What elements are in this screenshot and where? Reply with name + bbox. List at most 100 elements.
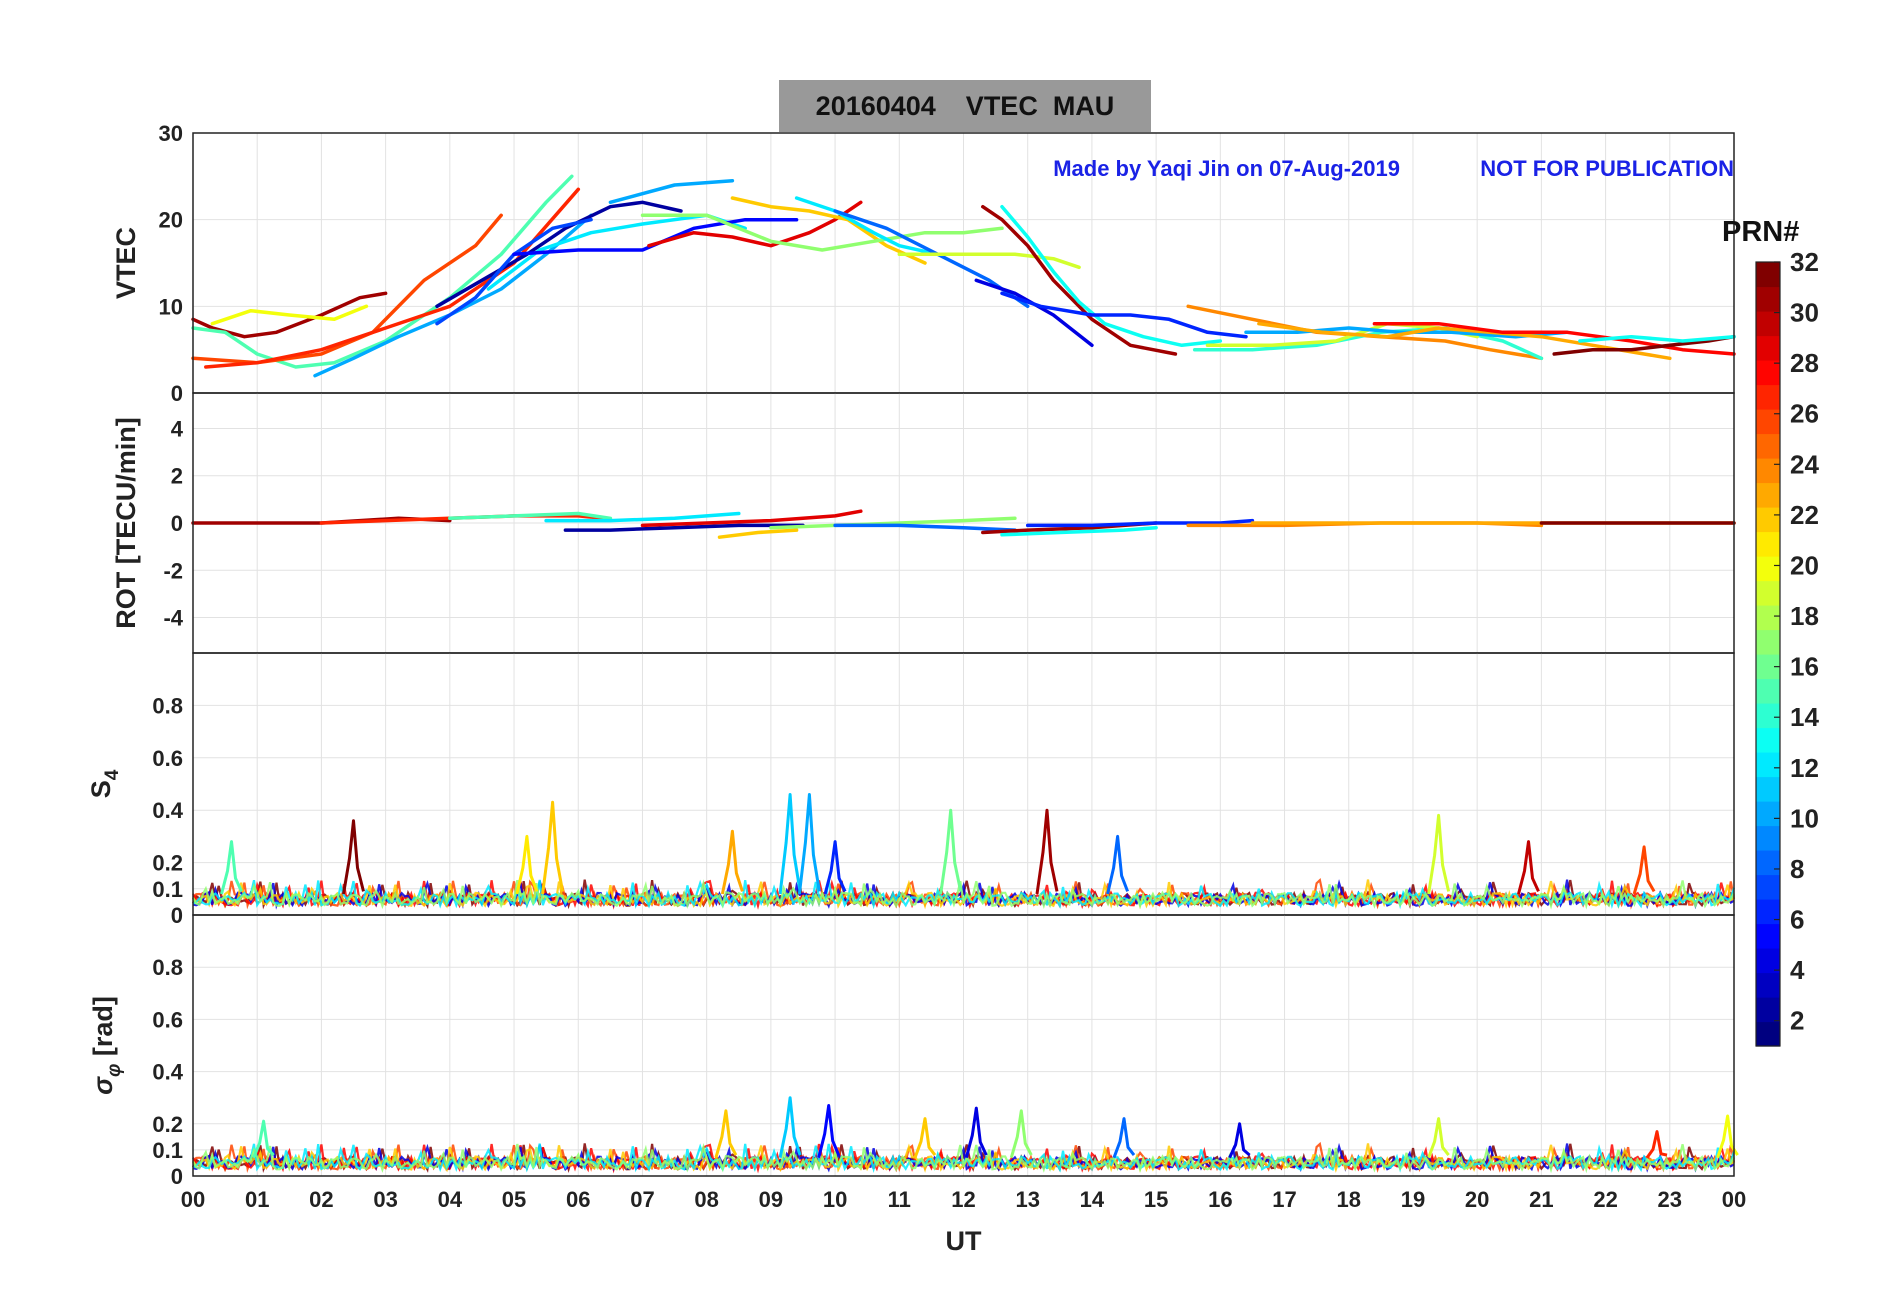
spike-prn-11	[778, 793, 802, 895]
x-tick-label: 00	[1722, 1187, 1746, 1212]
colorbar-segment	[1756, 311, 1780, 337]
x-tick-label: 04	[438, 1187, 463, 1212]
x-tick-label: 11	[888, 1187, 911, 1212]
spike-prn-22	[541, 800, 565, 895]
x-tick-label: 00	[181, 1187, 205, 1212]
x-tick-label: 18	[1337, 1187, 1361, 1212]
y-tick-label: 0.6	[152, 746, 183, 771]
colorbar-tick-label: 22	[1790, 500, 1819, 530]
colorbar-segment	[1756, 384, 1780, 410]
spike-prn-30	[1517, 840, 1540, 895]
colorbar-segment	[1756, 605, 1780, 631]
colorbar-tick-label: 26	[1790, 399, 1819, 429]
series-line-prn-31	[981, 204, 1178, 356]
colorbar-tick-label: 12	[1790, 753, 1819, 783]
x-tick-label: 14	[1080, 1187, 1105, 1212]
colorbar-segment	[1756, 997, 1780, 1023]
colorbar-segment	[1756, 335, 1780, 361]
spike-prn-5	[817, 1104, 841, 1159]
spike-prn-4	[1228, 1122, 1251, 1159]
series-line-prn-12	[544, 511, 741, 523]
spike-prn-23	[720, 829, 744, 895]
x-tick-label: 10	[823, 1187, 847, 1212]
colorbar-tick-label: 14	[1790, 702, 1819, 732]
colorbar-segment	[1756, 507, 1780, 533]
colorbar-segment	[1756, 629, 1780, 655]
credit-annotation: Made by Yaqi Jin on 07-Aug-2019	[1053, 156, 1400, 181]
x-tick-label: 20	[1465, 1187, 1489, 1212]
y-tick-label: 0	[171, 381, 183, 406]
y-tick-label: 2	[171, 464, 183, 489]
series-line-prn-32	[1552, 334, 1736, 356]
colorbar-segment	[1756, 433, 1780, 459]
spike-prn-22	[714, 1109, 738, 1159]
y-axis-label: VTEC	[111, 227, 141, 299]
colorbar-segment	[1756, 286, 1780, 312]
colorbar-segment	[1756, 1021, 1780, 1047]
spike-prn-26	[1632, 845, 1656, 895]
spike-prn-22	[913, 1117, 937, 1159]
colorbar-segment	[1756, 948, 1780, 974]
series-line-prn-6	[1000, 291, 1248, 339]
colorbar-segment	[1756, 776, 1780, 802]
y-axis-label: σφ [rad]	[88, 996, 125, 1095]
y-tick-label: 0.1	[152, 1138, 183, 1163]
y-tick-label: 0	[171, 511, 183, 536]
series-line-prn-31	[191, 291, 388, 339]
x-tick-label: 23	[1658, 1187, 1682, 1212]
spike-prn-16	[939, 808, 963, 895]
y-tick-label: 0	[171, 903, 183, 928]
y-tick-label: 10	[159, 294, 183, 319]
spike-prn-32	[342, 819, 365, 895]
colorbar-tick-label: 18	[1790, 601, 1819, 631]
spike-prn-21	[515, 834, 539, 895]
series-line-prn-15	[448, 511, 613, 521]
x-tick-label: 09	[759, 1187, 783, 1212]
colorbar-segment	[1756, 850, 1780, 876]
y-tick-label: 4	[171, 416, 184, 441]
colorbar-segment	[1756, 923, 1780, 949]
series-line-prn-2	[435, 200, 683, 309]
colorbar-segment	[1756, 752, 1780, 778]
colorbar-segment	[1756, 458, 1780, 484]
colorbar-tick-label: 6	[1790, 905, 1804, 935]
series-line-prn-29	[640, 509, 863, 528]
spike-prn-8	[1106, 834, 1130, 895]
colorbar-tick-label: 28	[1790, 348, 1819, 378]
spike-prn-6	[823, 840, 847, 895]
x-tick-label: 13	[1015, 1187, 1039, 1212]
y-tick-label: 20	[159, 208, 183, 233]
colorbar-tick-label: 10	[1790, 803, 1819, 833]
spike-prn-15	[252, 1119, 275, 1159]
y-axis-label: S4	[86, 769, 123, 798]
noise-band-prn-17	[192, 1143, 1735, 1174]
colorbar-tick-label: 4	[1790, 955, 1805, 985]
series-line-prn-6	[1025, 518, 1255, 528]
x-tick-label: 16	[1208, 1187, 1232, 1212]
x-tick-label: 06	[566, 1187, 590, 1212]
x-tick-label: 05	[502, 1187, 526, 1212]
spike-prn-8	[1112, 1117, 1136, 1159]
y-tick-label: 0.1	[152, 877, 183, 902]
x-tick-label: 08	[694, 1187, 718, 1212]
noise-band-prn-17	[192, 879, 1735, 910]
notice-annotation: NOT FOR PUBLICATION	[1480, 156, 1734, 181]
chart-title: 20160404 VTEC MAU	[815, 90, 1115, 121]
y-tick-label: 0.4	[152, 798, 183, 823]
y-tick-label: -4	[163, 606, 183, 631]
y-tick-label: 0.2	[152, 851, 183, 876]
panel-frame	[192, 914, 1735, 1177]
series-line-prn-13	[1578, 334, 1736, 343]
series-line-prn-19	[897, 252, 1081, 270]
x-tick-label: 01	[245, 1187, 269, 1212]
x-tick-label: 15	[1144, 1187, 1168, 1212]
series-line-prn-12	[794, 196, 940, 257]
colorbar-tick-label: 16	[1790, 652, 1819, 682]
y-tick-label: 30	[159, 121, 183, 146]
colorbar-segment	[1756, 360, 1780, 386]
series-line-prn-2	[563, 523, 805, 532]
y-tick-label: 0	[171, 1164, 183, 1189]
x-axis-label: UT	[946, 1226, 982, 1256]
spike-prn-15	[220, 840, 243, 895]
spike-prn-10	[797, 793, 821, 895]
